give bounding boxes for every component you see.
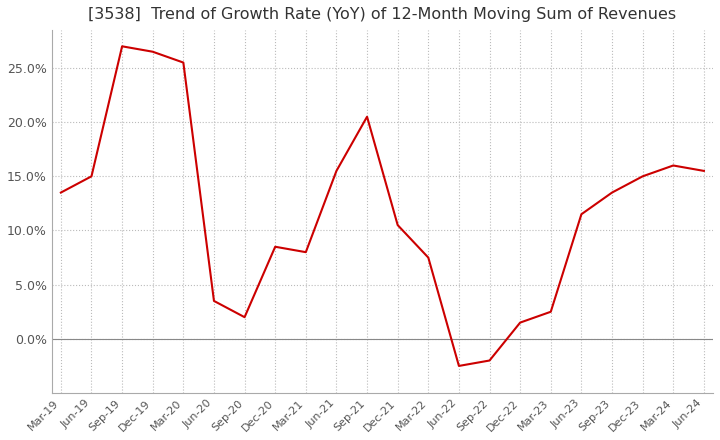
Title: [3538]  Trend of Growth Rate (YoY) of 12-Month Moving Sum of Revenues: [3538] Trend of Growth Rate (YoY) of 12-…	[89, 7, 676, 22]
